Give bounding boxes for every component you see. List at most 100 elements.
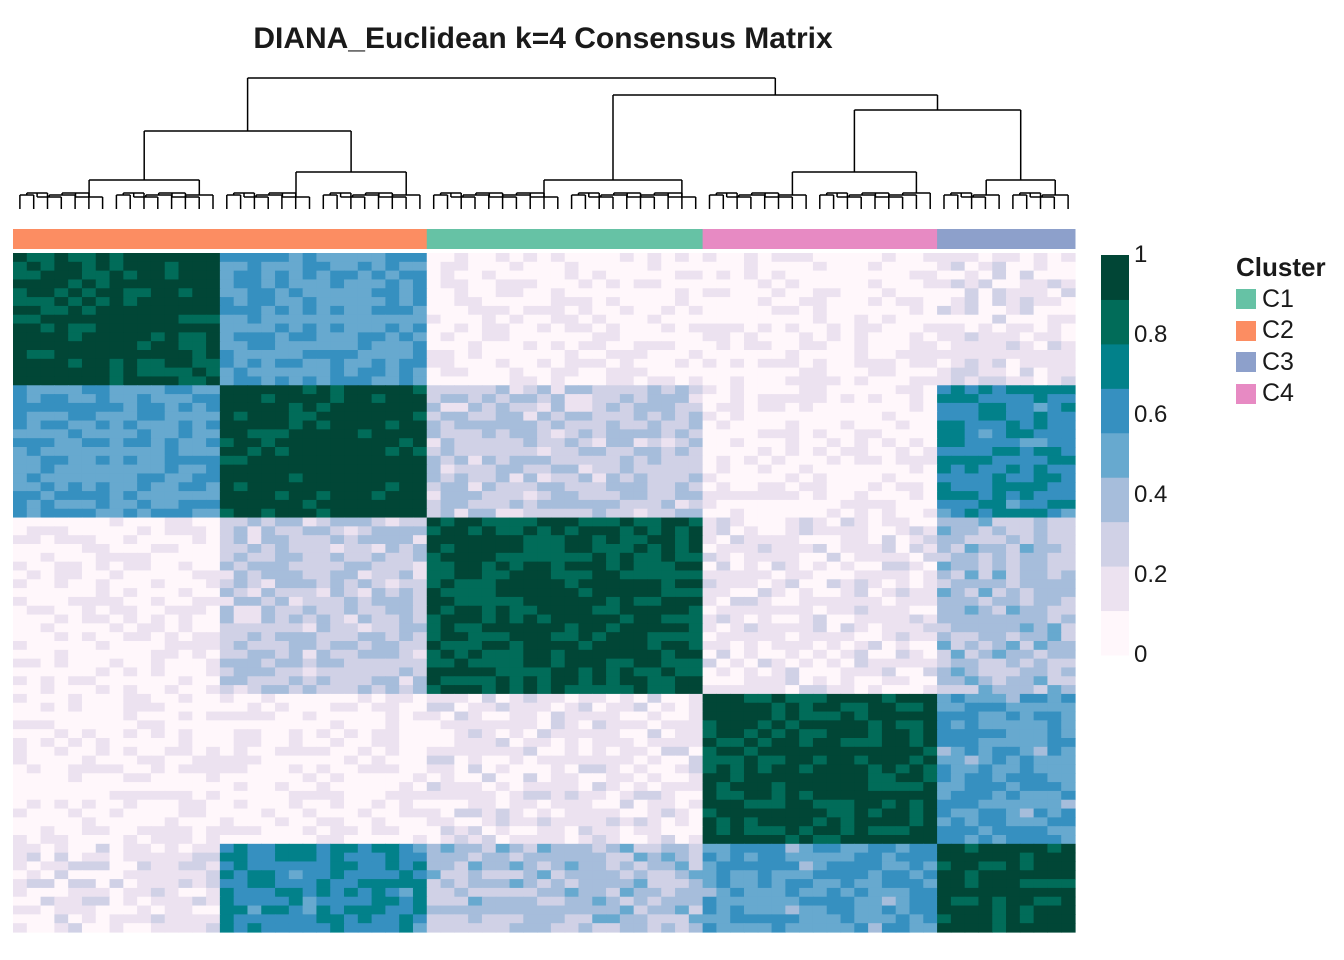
heatmap-cell xyxy=(964,261,980,272)
heatmap-cell xyxy=(661,402,676,413)
heatmap-cell xyxy=(426,790,442,801)
heatmap-cell xyxy=(495,720,511,730)
heatmap-cell xyxy=(840,305,855,316)
heatmap-cell xyxy=(826,667,842,677)
heatmap-cell xyxy=(150,376,166,386)
heatmap-cell xyxy=(564,552,580,563)
heatmap-cell xyxy=(206,499,221,510)
heatmap-cell xyxy=(275,623,290,633)
heatmap-cell xyxy=(757,517,773,527)
heatmap-cell xyxy=(771,649,786,660)
heatmap-cell xyxy=(1033,464,1049,475)
heatmap-cell xyxy=(261,552,276,563)
heatmap-cell xyxy=(523,332,538,342)
heatmap-cell xyxy=(233,341,249,351)
heatmap-cell xyxy=(509,658,524,669)
heatmap-cell xyxy=(702,526,717,536)
heatmap-cell xyxy=(799,288,814,298)
heatmap-cell xyxy=(730,693,745,704)
heatmap-cell xyxy=(633,746,649,757)
heatmap-cell xyxy=(688,614,704,624)
heatmap-cell xyxy=(923,402,938,413)
heatmap-cell xyxy=(992,473,1007,483)
heatmap-cell xyxy=(592,350,607,360)
heatmap-cell xyxy=(454,508,469,519)
heatmap-cell xyxy=(661,632,676,642)
heatmap-cell xyxy=(495,270,511,281)
heatmap-cell xyxy=(137,447,152,457)
heatmap-cell xyxy=(799,508,814,519)
heatmap-cell xyxy=(992,588,1007,598)
heatmap-cell xyxy=(95,394,111,404)
heatmap-cell xyxy=(54,614,69,624)
heatmap-cell xyxy=(206,667,221,677)
heatmap-cell xyxy=(716,561,731,572)
heatmap-cell xyxy=(95,420,111,430)
heatmap-cell xyxy=(964,729,980,739)
heatmap-cell xyxy=(950,570,966,580)
heatmap-cell xyxy=(440,517,455,527)
heatmap-cell xyxy=(109,579,124,589)
heatmap-cell xyxy=(164,561,180,572)
heatmap-cell xyxy=(137,649,152,660)
heatmap-cell xyxy=(619,447,635,457)
heatmap-cell xyxy=(357,473,373,483)
heatmap-cell xyxy=(826,693,842,704)
heatmap-cell xyxy=(675,667,690,677)
heatmap-cell xyxy=(564,720,580,730)
heatmap-cell xyxy=(385,579,400,589)
heatmap-cell xyxy=(330,790,345,801)
heatmap-cell xyxy=(923,773,938,783)
heatmap-cell xyxy=(578,570,593,580)
heatmap-cell xyxy=(178,482,193,492)
heatmap-cell xyxy=(1033,261,1049,272)
heatmap-cell xyxy=(909,596,924,607)
heatmap-cell xyxy=(992,376,1007,386)
heatmap-cell xyxy=(923,746,938,757)
heatmap-cell xyxy=(440,746,455,757)
heatmap-cell xyxy=(785,508,800,519)
heatmap-cell xyxy=(426,508,442,519)
heatmap-cell xyxy=(399,790,414,801)
heatmap-cell xyxy=(219,579,235,589)
heatmap-cell xyxy=(509,394,524,404)
heatmap-cell xyxy=(192,288,207,298)
heatmap-cell xyxy=(468,508,483,519)
heatmap-cell xyxy=(523,685,538,695)
heatmap-cell xyxy=(178,297,193,307)
heatmap-cell xyxy=(537,561,552,572)
heatmap-cell xyxy=(1047,473,1062,483)
heatmap-cell xyxy=(495,350,511,360)
heatmap-cell xyxy=(840,261,855,272)
heatmap-cell xyxy=(992,411,1007,422)
heatmap-cell xyxy=(137,297,152,307)
heatmap-cell xyxy=(481,420,497,430)
heatmap-cell xyxy=(1006,411,1021,422)
heatmap-cell xyxy=(702,579,717,589)
heatmap-cell xyxy=(978,420,993,430)
heatmap-cell xyxy=(385,685,400,695)
heatmap-cell xyxy=(688,588,704,598)
heatmap-cell xyxy=(702,323,717,333)
heatmap-cell xyxy=(854,411,869,422)
heatmap-cell xyxy=(716,341,731,351)
heatmap-cell xyxy=(454,297,469,307)
heatmap-cell xyxy=(13,632,28,642)
heatmap-cell xyxy=(426,693,442,704)
heatmap-cell xyxy=(261,782,276,792)
heatmap-cell xyxy=(799,764,814,774)
heatmap-cell xyxy=(509,447,524,457)
heatmap-cell xyxy=(785,782,800,792)
heatmap-cell xyxy=(316,588,331,598)
heatmap-cell xyxy=(688,552,704,563)
heatmap-cell xyxy=(26,350,42,360)
heatmap-cell xyxy=(881,411,897,422)
heatmap-cell xyxy=(881,429,897,439)
heatmap-cell xyxy=(330,253,345,263)
heatmap-cell xyxy=(344,790,359,801)
heatmap-cell xyxy=(26,738,42,748)
heatmap-cell xyxy=(481,455,497,466)
heatmap-cell xyxy=(799,367,814,378)
heatmap-cell xyxy=(54,314,69,325)
heatmap-cell xyxy=(895,729,911,739)
